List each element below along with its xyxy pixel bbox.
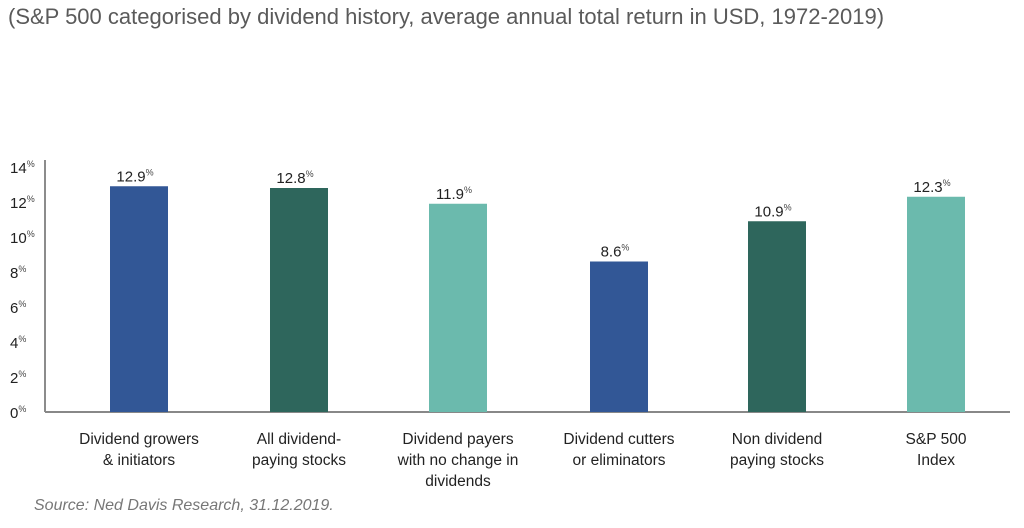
y-tick-label: 6% xyxy=(10,299,26,317)
chart-source: Source: Ned Davis Research, 31.12.2019. xyxy=(34,497,334,514)
y-tick-label: 12% xyxy=(10,194,35,212)
x-category-label: Dividend cutters xyxy=(563,431,674,448)
bar xyxy=(907,196,965,412)
y-tick-label: 14% xyxy=(10,159,35,177)
x-category-label: All dividend- xyxy=(257,431,341,448)
y-tick-label: 4% xyxy=(10,334,26,352)
x-category-label: paying stocks xyxy=(730,452,824,469)
y-tick-label: 2% xyxy=(10,369,26,387)
bar xyxy=(270,188,328,412)
x-category-label: Dividend payers xyxy=(402,431,513,448)
bar xyxy=(429,203,487,412)
x-category-label: Non dividend xyxy=(732,431,822,448)
x-category-label: & initiators xyxy=(103,452,176,469)
data-label: 12.9% xyxy=(116,167,153,185)
data-label: 8.6% xyxy=(601,243,630,261)
y-tick-label: 10% xyxy=(10,229,35,247)
y-tick-label: 8% xyxy=(10,264,26,282)
bar xyxy=(590,261,648,412)
data-label: 11.9% xyxy=(436,185,472,203)
chart-title: (S&P 500 categorised by dividend history… xyxy=(8,4,885,29)
x-category-label: paying stocks xyxy=(252,452,346,469)
y-tick-label: 0% xyxy=(10,404,26,422)
x-category-label: Index xyxy=(917,452,955,469)
x-category-label: or eliminators xyxy=(572,452,665,469)
data-label: 12.8% xyxy=(276,169,313,187)
data-label: 10.9% xyxy=(754,202,791,220)
x-category-label: with no change in xyxy=(397,452,519,469)
x-category-label: Dividend growers xyxy=(79,431,199,448)
bar xyxy=(110,186,168,412)
data-label: 12.3% xyxy=(913,178,950,196)
bar xyxy=(748,221,806,412)
x-category-label: S&P 500 xyxy=(906,431,967,448)
x-category-label: dividends xyxy=(425,473,491,490)
